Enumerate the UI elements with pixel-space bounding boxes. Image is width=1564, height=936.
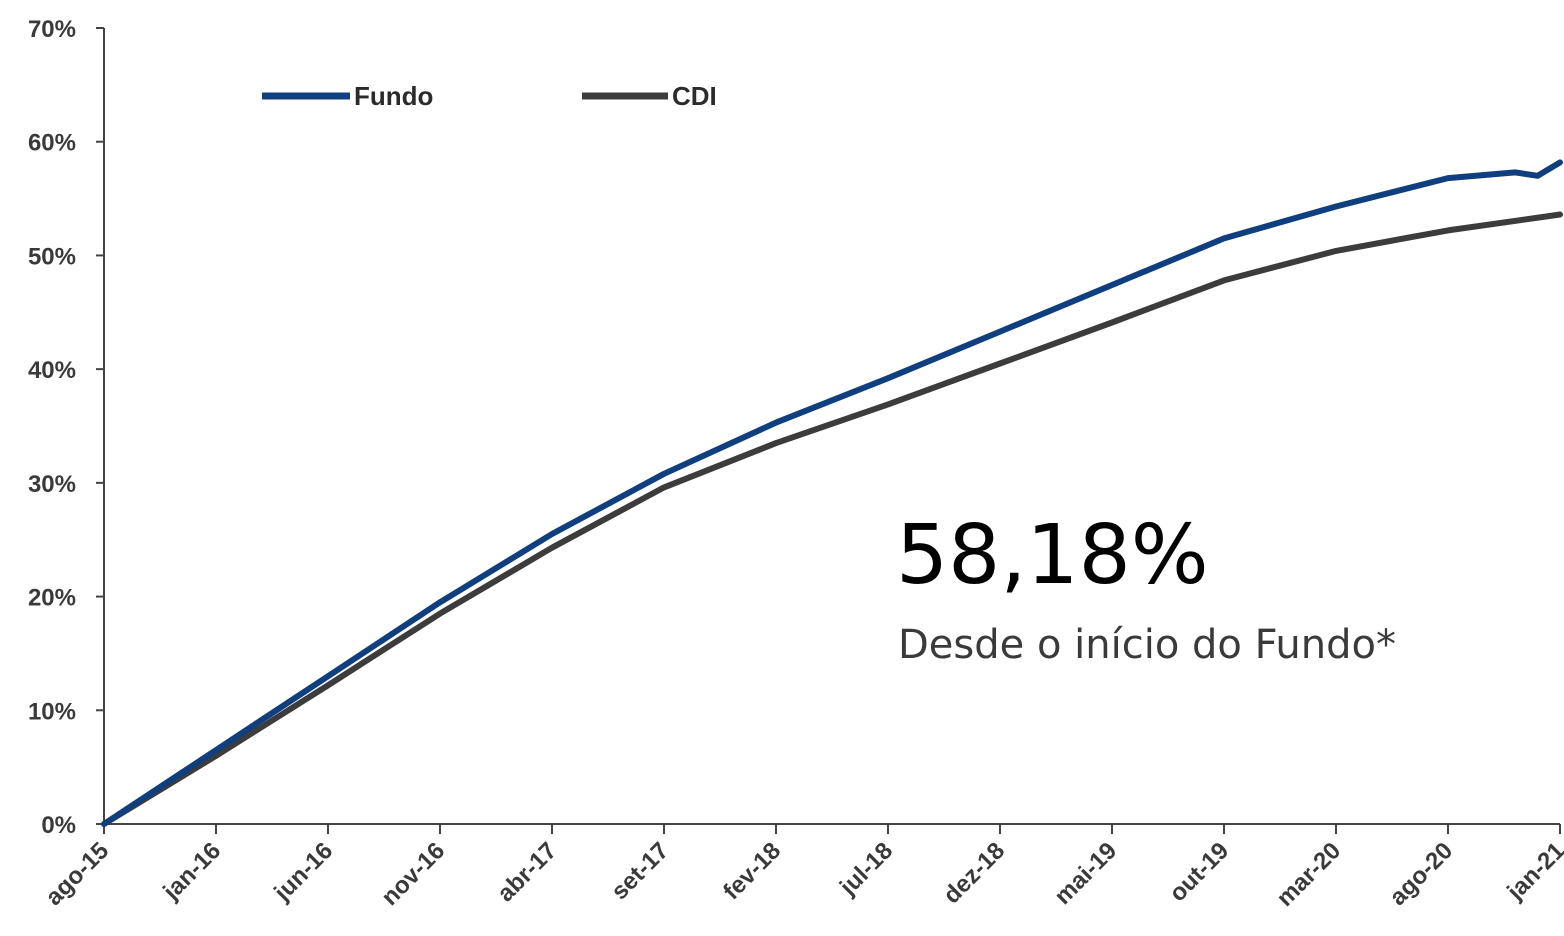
legend: Fundo CDI bbox=[262, 81, 717, 111]
total-return-value: 58,18% bbox=[896, 508, 1209, 603]
y-tick-label: 70% bbox=[28, 16, 76, 43]
series-line-fundo bbox=[101, 159, 1563, 827]
y-axis-ticks: 0% 10% 20% 30% 40% 50% 60% 70% bbox=[28, 16, 104, 839]
x-tick-label: set-17 bbox=[606, 837, 674, 905]
y-tick-label: 20% bbox=[28, 585, 76, 612]
x-tick-label: fev-18 bbox=[718, 837, 786, 905]
x-tick-label: abr-17 bbox=[492, 837, 562, 907]
legend-fundo-label: Fundo bbox=[354, 81, 433, 111]
x-tick-label: ago-15 bbox=[40, 837, 114, 911]
total-return-caption: Desde o início do Fundo* bbox=[898, 622, 1396, 668]
y-tick-label: 50% bbox=[28, 243, 76, 270]
y-tick-label: 60% bbox=[28, 130, 76, 157]
series-line-cdi bbox=[101, 211, 1563, 827]
x-tick-label: dez-18 bbox=[938, 837, 1010, 909]
series-lines bbox=[101, 159, 1563, 827]
x-axis-ticks: ago-15 jan-16 jun-16 nov-16 abr-17 set-17 fev-… bbox=[40, 824, 1564, 912]
x-tick-label: jan-16 bbox=[157, 837, 226, 906]
x-tick-label: jun-16 bbox=[268, 837, 338, 907]
y-tick-label: 30% bbox=[28, 471, 76, 498]
x-tick-label: mar-20 bbox=[1271, 837, 1346, 912]
x-tick-label: jan-21 bbox=[1501, 837, 1564, 906]
legend-cdi-label: CDI bbox=[672, 81, 717, 111]
x-tick-label: jul-18 bbox=[834, 837, 898, 901]
y-tick-label: 0% bbox=[41, 812, 76, 839]
y-tick-label: 10% bbox=[28, 698, 76, 725]
x-tick-label: nov-16 bbox=[376, 837, 450, 911]
x-tick-label: ago-20 bbox=[1384, 837, 1458, 911]
x-tick-label: mai-19 bbox=[1049, 837, 1122, 910]
x-tick-label: out-19 bbox=[1164, 837, 1234, 907]
y-tick-label: 40% bbox=[28, 357, 76, 384]
